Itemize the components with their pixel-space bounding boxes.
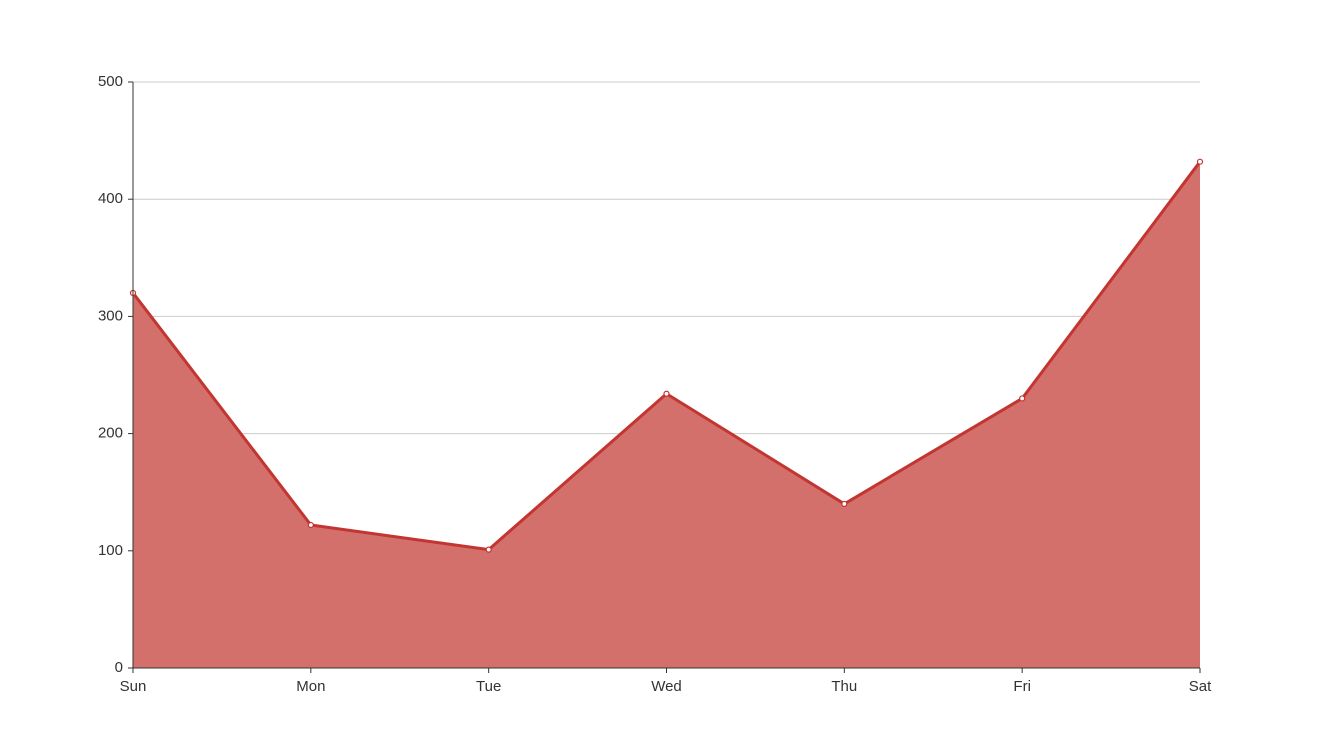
y-tick-label: 200 bbox=[98, 425, 123, 442]
point bbox=[841, 500, 848, 508]
x-tick-label: Thu bbox=[831, 678, 857, 695]
y-tick-label: 0 bbox=[115, 659, 123, 676]
y-tick-label: 500 bbox=[98, 73, 123, 90]
point bbox=[663, 390, 670, 397]
y-tick-label: 400 bbox=[98, 190, 123, 207]
x-tick-label: Wed bbox=[651, 678, 682, 695]
x-tick-label: Tue bbox=[476, 678, 501, 695]
point bbox=[1196, 158, 1204, 165]
x-tick-label: Mon bbox=[296, 678, 325, 695]
x-tick-label: Fri bbox=[1013, 678, 1031, 695]
point bbox=[307, 521, 314, 529]
y-tick-label: 100 bbox=[98, 542, 123, 559]
point bbox=[485, 546, 492, 553]
y-tick-label: 300 bbox=[98, 307, 123, 324]
area bbox=[133, 161, 1200, 669]
x-tick-label: Sun bbox=[120, 678, 147, 695]
x-tick-label: Sat bbox=[1189, 678, 1212, 695]
point bbox=[1019, 395, 1026, 402]
